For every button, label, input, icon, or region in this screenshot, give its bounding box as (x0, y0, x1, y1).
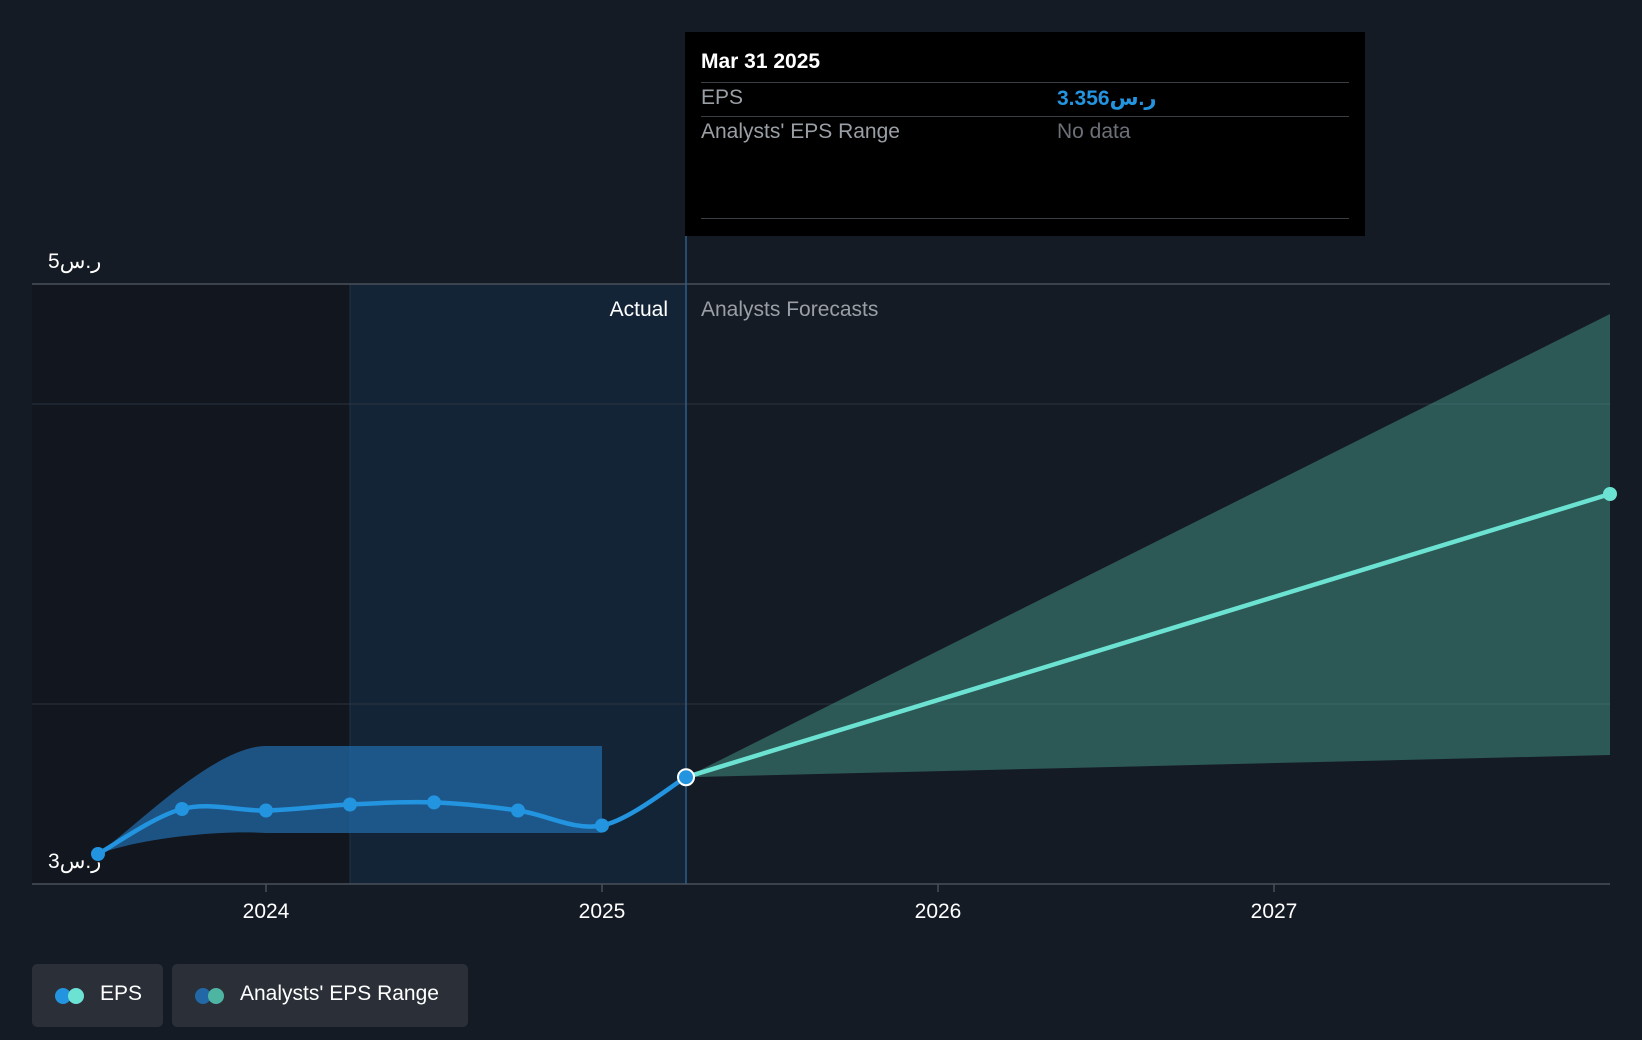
forecast-eps-range-band (686, 314, 1610, 778)
actual-region-label: Actual (610, 298, 668, 321)
tooltip-divider (701, 116, 1349, 117)
x-tick-label-2026: 2026 (915, 900, 962, 923)
eps-point (259, 803, 273, 818)
y-tick-label-bottom: ر.س3 (48, 850, 101, 874)
tooltip-range-value: No data (1057, 120, 1131, 143)
forecast-region-label: Analysts Forecasts (701, 298, 878, 321)
eps-point (427, 795, 441, 810)
eps-forecast-line (685, 491, 1611, 780)
legend-range-button[interactable]: Analysts' EPS Range (172, 964, 468, 1027)
tooltip-divider (701, 82, 1349, 83)
y-tick-label-top: ر.س5 (48, 250, 101, 274)
legend-eps-dot-icon (68, 988, 84, 1004)
legend-range-label: Analysts' EPS Range (240, 982, 439, 1005)
tooltip-divider (701, 218, 1349, 219)
x-tick-label-2027: 2027 (1251, 900, 1298, 923)
x-tick-label-2024: 2024 (243, 900, 290, 923)
eps-forecast-point (1603, 487, 1617, 501)
tooltip-eps-value: 3.356ر.س (1057, 87, 1157, 110)
data-tooltip: Mar 31 2025 EPS 3.356ر.س Analysts' EPS R… (685, 32, 1365, 236)
legend-eps-button[interactable]: EPS (32, 964, 163, 1027)
legend-range-dot-icon (208, 988, 224, 1004)
eps-point (511, 803, 525, 818)
eps-point (343, 797, 357, 812)
x-tick-label-2025: 2025 (579, 900, 626, 923)
eps-point-highlighted (677, 768, 695, 787)
tooltip-range-label: Analysts' EPS Range (701, 120, 900, 143)
legend-eps-dot-icon (55, 988, 71, 1004)
tooltip-date: Mar 31 2025 (701, 50, 821, 73)
legend-range-dot-icon (195, 988, 211, 1004)
eps-actual-line (96, 775, 688, 856)
eps-point (175, 802, 189, 816)
legend-eps-label: EPS (100, 982, 143, 1005)
tooltip-eps-label: EPS (701, 86, 744, 109)
eps-point (91, 847, 105, 861)
eps-point (595, 818, 609, 833)
